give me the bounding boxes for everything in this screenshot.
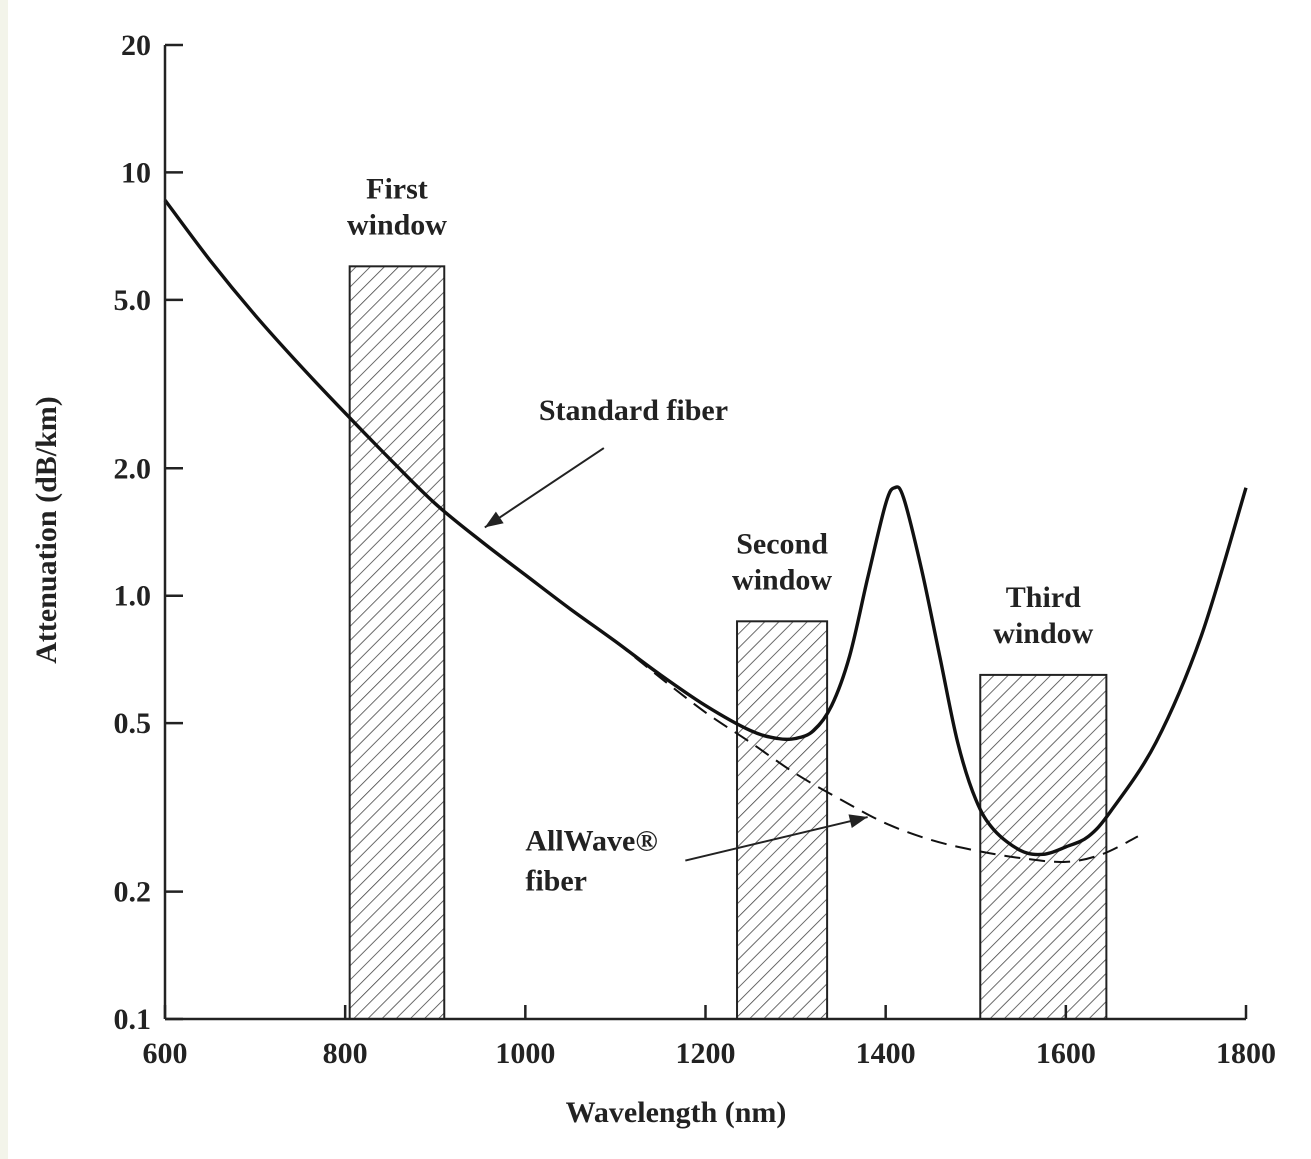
y-axis-label: Attenuation (dB/km) xyxy=(30,396,63,664)
axes-layer: 600 800 1000 1200 1400 1600 1800 0.1 0.2 0.5 1.0 2.… xyxy=(114,29,1277,1070)
y-tick-label-8: 20 xyxy=(121,29,151,62)
x-tick-label-5: 1400 xyxy=(856,1037,916,1070)
window-bar-3 xyxy=(979,673,1108,1020)
window-label-1: window xyxy=(347,208,447,241)
annotation-arrowhead-1 xyxy=(484,511,504,528)
window-label-2: Second xyxy=(736,527,828,560)
x-tick-label-6: 1600 xyxy=(1036,1037,1096,1070)
y-tick-label-3: 0.5 xyxy=(114,707,152,740)
window-label-3: window xyxy=(993,617,1093,650)
series-line-2 xyxy=(614,640,1139,864)
curves-layer xyxy=(163,199,1248,864)
annotation-text-2: AllWave® xyxy=(525,825,657,858)
series-line-1 xyxy=(163,199,1248,857)
window-label-1: First xyxy=(366,172,428,205)
x-tick-label-2: 800 xyxy=(323,1037,368,1070)
annotation-arrow-1 xyxy=(484,447,605,529)
window-label-2: window xyxy=(732,563,832,596)
y-tick-label-6: 5.0 xyxy=(114,284,152,317)
y-tick-label-7: 10 xyxy=(121,156,151,189)
annotations-layer: Standard fiber AllWave® fiber xyxy=(484,394,868,898)
x-tick-label-7: 1800 xyxy=(1216,1037,1276,1070)
annotation-arrow-2 xyxy=(685,816,868,862)
y-tick-label-1: 0.1 xyxy=(114,1003,152,1036)
y-tick-label-4: 1.0 xyxy=(114,580,152,613)
window-bar-2 xyxy=(736,620,829,1021)
annotation-arrowhead-2 xyxy=(848,814,868,829)
x-tick-label-4: 1200 xyxy=(676,1037,736,1070)
annotation-text-1: Standard fiber xyxy=(539,394,728,427)
annotation-text-2: fiber xyxy=(525,865,587,898)
x-tick-label-1: 600 xyxy=(143,1037,188,1070)
y-tick-label-5: 2.0 xyxy=(114,452,152,485)
window-label-3: Third xyxy=(1006,581,1081,614)
y-tick-label-2: 0.2 xyxy=(114,876,152,909)
x-tick-label-3: 1000 xyxy=(495,1037,555,1070)
x-axis-label: Wavelength (nm) xyxy=(566,1096,787,1129)
window-bar-1 xyxy=(348,265,446,1020)
